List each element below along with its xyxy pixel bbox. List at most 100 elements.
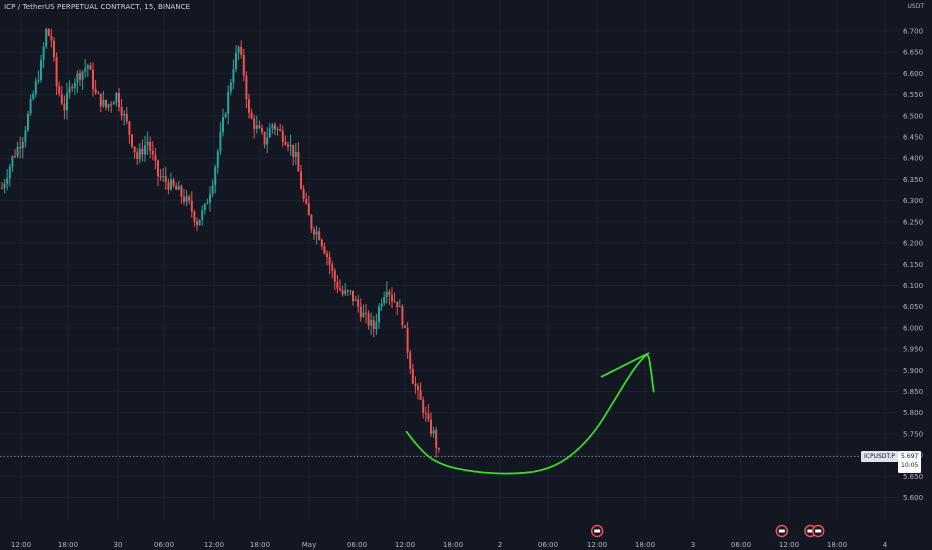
time-tick-label: 4	[883, 541, 888, 549]
candle-body	[112, 102, 115, 105]
price-tick-label: 6.450	[903, 134, 923, 142]
candle-body	[193, 211, 196, 222]
candle-body	[73, 82, 76, 88]
price-tick-label: 5.750	[903, 430, 923, 438]
candle-body	[310, 215, 313, 230]
candle-body	[359, 306, 362, 318]
time-tick-label: 06:00	[154, 541, 174, 549]
candle-body	[164, 176, 167, 183]
candle-body	[167, 182, 170, 190]
candle-body	[211, 185, 214, 195]
price-tick-label: 6.700	[903, 28, 923, 36]
time-tick-label: May	[302, 541, 316, 549]
candle-body	[206, 202, 209, 205]
candle-body	[341, 290, 344, 294]
event-icon[interactable]	[811, 524, 825, 538]
candle-body	[284, 141, 287, 145]
candle-body	[123, 113, 126, 116]
candle-body	[417, 386, 419, 391]
candle-body	[188, 196, 191, 201]
candle-body	[14, 156, 16, 158]
candle-body	[315, 231, 318, 235]
candle-body	[118, 93, 120, 108]
price-tick-label: 6.650	[903, 49, 923, 57]
candle-body	[339, 288, 341, 291]
candle-body	[352, 290, 354, 301]
candle-body	[149, 141, 152, 151]
price-tick-label: 6.350	[903, 176, 923, 184]
candle-body	[128, 121, 131, 135]
candle-body	[263, 132, 266, 145]
candle-body	[172, 179, 175, 186]
candle-body	[375, 322, 378, 329]
candle-body	[8, 166, 11, 179]
event-icon[interactable]	[590, 524, 604, 538]
candle-body	[367, 313, 370, 326]
candle-body	[404, 325, 406, 328]
candle-body	[3, 183, 6, 189]
candle-body	[302, 188, 305, 199]
time-tick-label: 06:00	[538, 541, 558, 549]
candle-body	[294, 151, 297, 157]
price-tick-label: 6.050	[903, 303, 923, 311]
price-tick-label: 5.800	[903, 409, 923, 417]
candle-body	[216, 151, 219, 168]
price-tick-label: 5.650	[903, 473, 923, 481]
candle-body	[378, 306, 380, 323]
candle-body	[289, 144, 292, 147]
candle-body	[383, 297, 386, 304]
candle-body	[406, 327, 409, 353]
time-tick-label: 06:00	[347, 541, 367, 549]
candle-body	[45, 29, 48, 47]
candle-body	[11, 156, 14, 167]
candle-body	[349, 290, 352, 292]
candle-body	[141, 148, 144, 155]
candle-body	[430, 419, 432, 434]
event-icon[interactable]	[775, 524, 789, 538]
candle-body	[131, 134, 133, 147]
price-tick-label: 6.250	[903, 218, 923, 226]
candle-body	[331, 264, 334, 271]
current-price-badge: 5.697 10:05	[898, 450, 922, 473]
freehand-drawing	[405, 352, 655, 475]
time-tick-label: 18:00	[635, 541, 655, 549]
candle-body	[63, 103, 66, 111]
candle-body	[180, 186, 183, 197]
candle-body	[58, 86, 61, 94]
candle-body	[414, 383, 417, 387]
price-axis: 5.6005.6505.7005.7505.8005.8505.9005.950…	[903, 28, 923, 503]
candle-body	[120, 107, 123, 116]
symbol-title[interactable]: ICP / TetherUS PERPETUAL CONTRACT, 15, B…	[4, 3, 191, 11]
candle-body	[258, 125, 261, 129]
candle-body	[21, 141, 24, 149]
candle-body	[393, 301, 396, 303]
drawing-arrowhead	[600, 352, 650, 378]
candle-body	[365, 312, 367, 314]
candle-body	[300, 171, 302, 189]
time-tick-label: 18:00	[443, 541, 463, 549]
event-glyph	[778, 529, 785, 533]
candle-body	[47, 29, 50, 36]
event-glyph	[815, 529, 822, 533]
candle-body	[346, 290, 349, 292]
candle-body	[261, 128, 263, 133]
candle-body	[229, 82, 232, 92]
price-tick-label: 6.550	[903, 91, 923, 99]
time-tick-label: 18:00	[827, 541, 847, 549]
candle-body	[16, 146, 19, 157]
candle-body	[370, 319, 373, 326]
event-markers	[590, 524, 825, 538]
candle-body	[185, 196, 188, 202]
candle-body	[396, 301, 399, 308]
price-tick-label: 6.200	[903, 240, 923, 248]
candle-body	[110, 104, 113, 106]
candle-body	[323, 246, 326, 254]
candle-body	[250, 112, 253, 119]
price-tick-label: 6.150	[903, 261, 923, 269]
time-tick-label: 12:00	[204, 541, 224, 549]
candle-body	[66, 92, 68, 111]
candle-body	[354, 299, 357, 301]
candle-body	[388, 291, 391, 296]
candle-body	[175, 185, 178, 190]
